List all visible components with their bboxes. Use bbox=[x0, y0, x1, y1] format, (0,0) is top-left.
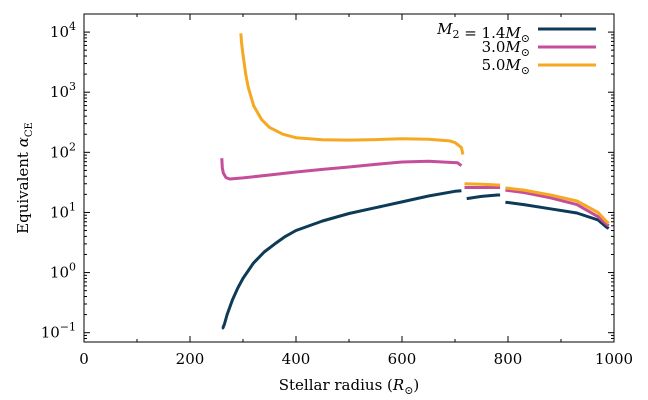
series-line-1-segment-3 bbox=[505, 200, 610, 230]
x-axis-label: Stellar radius (R⊙) bbox=[279, 376, 420, 397]
y-tick-label: 104 bbox=[50, 20, 76, 41]
series-line-2-segment-3 bbox=[505, 188, 610, 227]
y-axis-label: Equivalent αCE bbox=[14, 122, 35, 234]
x-tick-label: 200 bbox=[176, 350, 205, 368]
ticks-layer: 0 200 400 600 800 1000 10−1 100 101 102 103 104 bbox=[41, 13, 633, 368]
series-line-2-segment-1 bbox=[220, 158, 463, 181]
series-line-3-segment-2 bbox=[464, 182, 501, 187]
y-tick-label: 103 bbox=[50, 80, 76, 101]
y-tick-label: 101 bbox=[50, 200, 76, 221]
legend-label-1: M2 = 1.4M⊙ bbox=[436, 20, 530, 45]
x-tick-label: 600 bbox=[388, 350, 417, 368]
plot-frame bbox=[83, 13, 615, 343]
y-tick-label: 10−1 bbox=[41, 321, 76, 342]
legend-label-2: 3.0M⊙ bbox=[482, 38, 530, 59]
series-layer bbox=[220, 33, 610, 330]
series-line-3-segment-1 bbox=[239, 33, 465, 155]
y-tick-label: 102 bbox=[50, 140, 76, 161]
legend-label-3: 5.0M⊙ bbox=[482, 56, 530, 77]
x-tick-label: 800 bbox=[494, 350, 523, 368]
x-tick-label: 0 bbox=[79, 350, 89, 368]
legend: M2 = 1.4M⊙3.0M⊙5.0M⊙ bbox=[436, 20, 596, 77]
series-line-3-segment-3 bbox=[505, 186, 610, 225]
series-line-1-segment-2 bbox=[466, 193, 501, 201]
x-tick-label: 400 bbox=[282, 350, 311, 368]
series-line-1-segment-1 bbox=[221, 189, 462, 330]
y-tick-label: 100 bbox=[50, 261, 76, 282]
x-tick-label: 1000 bbox=[595, 350, 633, 368]
